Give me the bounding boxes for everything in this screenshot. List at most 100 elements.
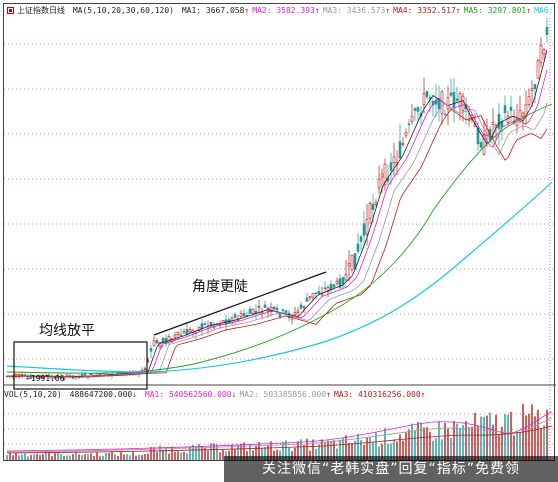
candle-body: [341, 277, 345, 285]
ma5-line: [6, 103, 553, 374]
candle-body: [176, 331, 180, 336]
candle-body: [380, 173, 384, 178]
ma-legend-item-1: MA1: 3667.058↑: [181, 6, 250, 15]
candle-body: [389, 162, 393, 171]
candle-body: [272, 306, 276, 310]
candle-body: [317, 291, 321, 295]
candle-body: [362, 223, 366, 236]
candle-body: [221, 320, 225, 323]
candle-body: [248, 308, 252, 314]
ma6-line: [6, 181, 553, 373]
candle-body: [503, 105, 507, 114]
candle-body: [479, 142, 483, 148]
candle-body: [284, 310, 288, 313]
candle-body: [413, 108, 417, 111]
candle-body: [452, 91, 456, 109]
candle-body: [455, 98, 459, 101]
candle-body: [299, 304, 303, 309]
candle-body: [293, 312, 297, 315]
watermark-banner: 关注微信“老韩实盘”回复“指标”免费领: [224, 456, 558, 482]
volume-ma-legend-item-3: MA3: 410316256.000↑: [333, 390, 426, 399]
candle-body: [437, 98, 441, 110]
candle-body: [179, 334, 183, 337]
volume-params: VOL(5,10,20): [4, 390, 62, 399]
volume-ma-legend-item-2: MA2: 503385856.000↑: [239, 390, 331, 399]
candle-body: [500, 121, 504, 128]
candle-body: [536, 60, 540, 79]
candle-body: [20, 374, 24, 376]
candle-body: [356, 243, 360, 252]
candle-body: [305, 297, 309, 302]
candle-body: [425, 91, 429, 97]
candle-body: [263, 304, 267, 308]
trend-annotation-label: 角度更陡: [192, 279, 248, 295]
candle-body: [368, 203, 372, 219]
candle-body: [446, 97, 450, 110]
candle-body: [239, 313, 243, 317]
candle-body: [545, 27, 549, 35]
candle-body: [209, 322, 213, 326]
candle-body: [314, 292, 318, 294]
candle-body: [323, 287, 327, 290]
ma4-line: [7, 108, 548, 378]
candle-body: [404, 132, 408, 136]
window-menu-icon[interactable]: [7, 7, 14, 14]
candle-body: [458, 93, 462, 107]
candle-body: [350, 254, 354, 270]
candle-body: [533, 84, 537, 89]
candle-body: [416, 107, 420, 112]
candle-body: [155, 340, 159, 344]
candle-body: [509, 106, 513, 111]
volume-header: VOL(5,10,20) 488647200.000↓ MA1: 5405625…: [4, 388, 432, 401]
candle-body: [347, 262, 351, 267]
chart-frame: 上证指数日线 MA(5,10,20,30,60,120) MA1: 3667.0…: [3, 3, 557, 461]
ma-legend: MA1: 3667.058↑ MA2: 3582.393↑ MA3: 3436.57…: [182, 6, 557, 15]
candle-body: [359, 236, 363, 242]
candle-body: [383, 163, 387, 186]
box-annotation-label: 均线放平: [39, 323, 95, 339]
candle-body: [332, 284, 336, 288]
candle-body: [203, 323, 207, 326]
candle-body: [449, 92, 453, 96]
ma-params: MA(5,10,20,30,60,120): [72, 6, 174, 15]
candle-body: [518, 110, 522, 120]
candle-body: [407, 123, 411, 126]
volume-value: 488647200.000↓: [69, 390, 138, 399]
volume-ma-legend: MA1: 540562560.000↓ MA2: 503385856.000↑ MA…: [145, 390, 429, 399]
ma-legend-item-4: MA4: 3352.517↑: [393, 6, 461, 15]
candle-body: [443, 113, 447, 116]
candle-body: [308, 296, 312, 298]
candle-body: [233, 314, 237, 318]
candle-body: [491, 121, 495, 125]
candle-body: [281, 309, 285, 311]
candle-body: [89, 373, 93, 376]
candle-body: [353, 253, 357, 270]
candle-body: [188, 329, 192, 333]
candle-body: [344, 274, 348, 281]
candle-body: [143, 368, 147, 371]
volume-ma3-line: [6, 425, 553, 454]
ma-legend-item-2: MA2: 3582.393↑: [252, 6, 320, 15]
candle-body: [326, 287, 330, 293]
candle-body: [251, 308, 255, 315]
candle-body: [62, 378, 66, 380]
candle-body: [296, 310, 300, 313]
date-marker: ←1991.06: [26, 374, 65, 383]
candle-body: [197, 326, 201, 332]
candle-body: [542, 49, 546, 55]
ma-legend-item-6: MA6:: [534, 6, 554, 15]
candle-body: [302, 306, 306, 309]
chart-title: 上证指数日线: [17, 6, 65, 15]
candle-body: [461, 95, 465, 112]
candle-body: [311, 293, 315, 298]
candlestick-chart: [4, 17, 556, 460]
trend-line: [153, 271, 327, 336]
candle-body: [482, 134, 486, 155]
volume-ma1-line: [6, 411, 553, 452]
candle-body: [497, 114, 501, 130]
candle-body: [521, 112, 525, 117]
candle-body: [530, 88, 534, 91]
candle-body: [374, 202, 378, 205]
candle-body: [167, 336, 171, 343]
flat-ma-box: [13, 341, 148, 390]
